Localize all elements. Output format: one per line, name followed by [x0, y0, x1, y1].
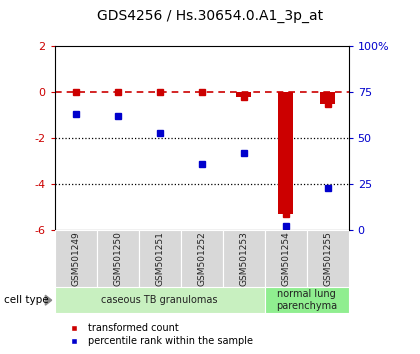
Bar: [139, 230, 181, 287]
Text: normal lung
parenchyma: normal lung parenchyma: [276, 289, 337, 311]
Bar: [55, 287, 265, 313]
Polygon shape: [45, 295, 52, 305]
Text: cell type: cell type: [4, 295, 49, 305]
Text: GSM501254: GSM501254: [281, 231, 290, 286]
Text: GDS4256 / Hs.30654.0.A1_3p_at: GDS4256 / Hs.30654.0.A1_3p_at: [97, 9, 323, 23]
Bar: [55, 230, 97, 287]
Bar: [223, 230, 265, 287]
Bar: [265, 287, 349, 313]
Bar: [307, 230, 349, 287]
Text: GSM501249: GSM501249: [71, 231, 80, 286]
Legend: transformed count, percentile rank within the sample: transformed count, percentile rank withi…: [65, 324, 253, 346]
Bar: [278, 92, 293, 214]
Bar: [236, 92, 251, 97]
Bar: [97, 230, 139, 287]
Text: GSM501252: GSM501252: [197, 231, 206, 286]
Text: GSM501251: GSM501251: [155, 231, 164, 286]
Bar: [265, 230, 307, 287]
Text: GSM501253: GSM501253: [239, 231, 248, 286]
Bar: [320, 92, 335, 103]
Bar: [181, 230, 223, 287]
Text: GSM501255: GSM501255: [323, 231, 332, 286]
Text: caseous TB granulomas: caseous TB granulomas: [101, 295, 218, 305]
Text: GSM501250: GSM501250: [113, 231, 122, 286]
